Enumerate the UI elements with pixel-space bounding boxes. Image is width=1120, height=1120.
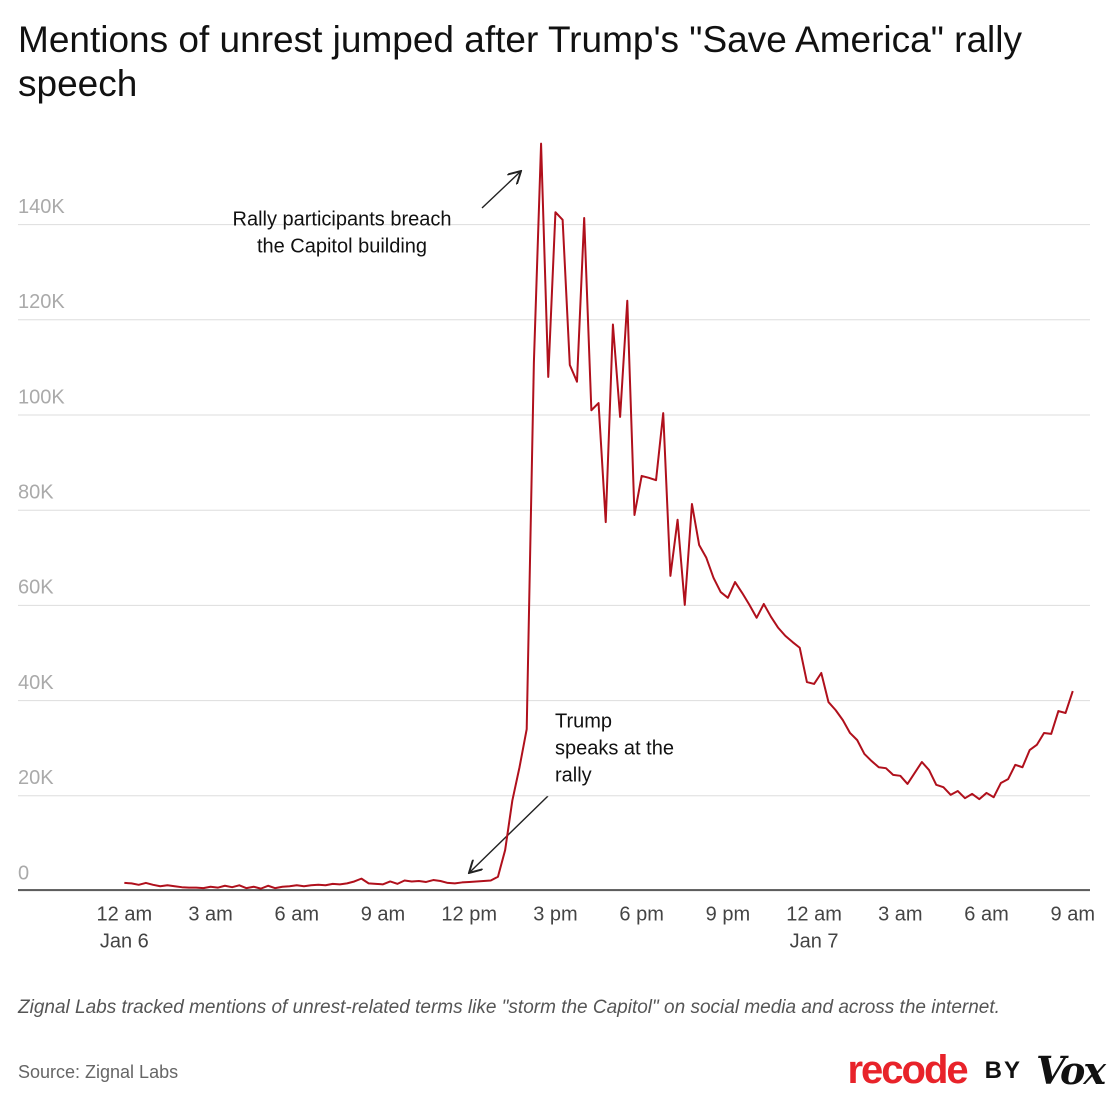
annotation: speaks at the: [555, 737, 674, 759]
annotation-arrow: [481, 172, 520, 209]
brand-by: BY: [984, 1056, 1022, 1084]
annotation: Rally participants breach: [233, 208, 452, 230]
date-label: Jan 7: [790, 930, 839, 952]
y-tick-label: 80K: [18, 481, 54, 503]
x-tick-label: 3 pm: [533, 903, 577, 925]
source: Source: Zignal Labs: [18, 1062, 179, 1082]
y-tick-label: 20K: [18, 767, 54, 789]
x-tick-label: 9 pm: [706, 903, 750, 925]
chart-title: Mentions of unrest jumped after Trump's …: [18, 19, 1022, 104]
x-tick-label: 12 pm: [441, 903, 497, 925]
brand-name: recode: [847, 1048, 968, 1092]
x-tick-label: 9 am: [1051, 903, 1095, 925]
y-tick-label: 140K: [18, 196, 65, 218]
annotation: Trump: [555, 710, 612, 732]
y-tick-label: 120K: [18, 291, 65, 313]
x-tick-label: 3 am: [188, 903, 232, 925]
x-tick-label: 6 am: [275, 903, 319, 925]
x-tick-label: 12 am: [786, 903, 842, 925]
y-tick-label: 40K: [18, 672, 54, 694]
date-label: Jan 6: [100, 930, 149, 952]
annotation-arrow: [470, 795, 549, 872]
y-tick-label: 100K: [18, 386, 65, 408]
annotation: rally: [555, 764, 592, 786]
data-line: [124, 142, 1074, 890]
x-tick-label: 6 am: [964, 903, 1008, 925]
y-tick-label: 60K: [18, 577, 54, 599]
annotation: the Capitol building: [257, 235, 427, 257]
x-tick-label: 12 am: [97, 903, 153, 925]
x-tick-label: 3 am: [878, 903, 922, 925]
x-tick-label: 9 am: [361, 903, 405, 925]
y-tick-label: 0: [18, 862, 29, 884]
x-tick-label: 6 pm: [619, 903, 663, 925]
note: Zignal Labs tracked mentions of unrest-r…: [18, 997, 1000, 1018]
brand-partner: Vox: [1036, 1048, 1106, 1093]
logo: recode BY Vox: [847, 1048, 1106, 1098]
